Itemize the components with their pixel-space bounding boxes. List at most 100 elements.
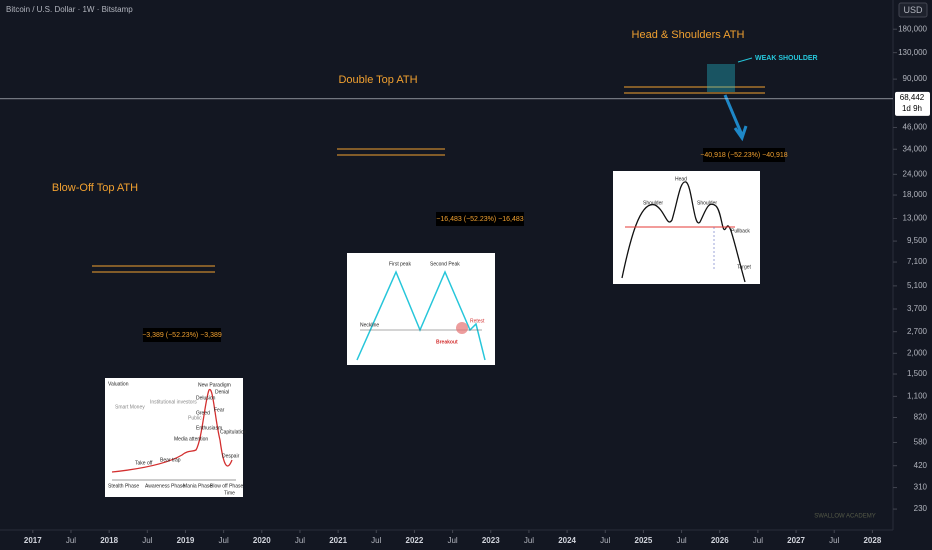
x-tick-label: Jul [600,536,610,545]
svg-text:Blow off Phase: Blow off Phase [210,483,243,489]
y-tick-label: 2,700 [907,327,928,336]
measure-box [703,148,785,162]
y-tick-label: 90,000 [903,74,928,83]
measure-label: −16,483 (−52.23%) −16,483 [436,216,523,223]
x-tick-label: 2022 [406,536,424,545]
x-tick-label: 2024 [558,536,576,545]
y-tick-label: 1,500 [907,369,928,378]
x-tick-label: 2028 [863,536,881,545]
svg-text:Mania Phase: Mania Phase [183,483,212,489]
svg-text:Shoulder: Shoulder [643,200,663,206]
pointer [737,57,753,63]
x-tick-label: Jul [676,536,686,545]
svg-text:Retest: Retest [470,318,485,324]
y-tick-label: 3,700 [907,304,928,313]
svg-text:Bear trap: Bear trap [160,457,181,463]
svg-text:Institutional investors: Institutional investors [150,399,197,405]
svg-text:Awareness Phase: Awareness Phase [145,483,185,489]
y-tick-label: 34,000 [903,144,928,153]
x-tick-label: 2020 [253,536,271,545]
svg-text:Head: Head [675,176,687,182]
weak-shoulder-box [707,64,735,92]
y-tick-label: 13,000 [903,214,928,223]
y-tick-label: 420 [914,461,928,470]
y-tick-label: 18,000 [903,190,928,199]
y-tick-label: 580 [914,438,928,447]
svg-text:First peak: First peak [389,261,411,267]
double-top-inset: First peak Second Peak Neckline Retest Bre… [347,253,495,365]
annotation: WEAK SHOULDER [755,55,818,62]
svg-text:New Paradigm: New Paradigm [198,382,231,388]
svg-text:Capitulation: Capitulation [220,429,247,435]
x-tick-label: Jul [295,536,305,545]
svg-text:Public: Public [188,415,202,421]
svg-text:Denial: Denial [215,389,229,395]
y-tick-label: 7,100 [907,257,928,266]
svg-text:Shoulder: Shoulder [697,200,717,206]
y-tick-label: 130,000 [898,48,927,57]
x-tick-label: 2019 [177,536,195,545]
y-tick-label: 9,500 [907,236,928,245]
x-tick-label: 2027 [787,536,805,545]
x-tick-label: Jul [447,536,457,545]
x-tick-label: Jul [829,536,839,545]
watermark: SWALLOW ACADEMY [814,514,875,520]
y-tick-label: 5,100 [907,281,928,290]
currency[interactable]: USD [903,5,923,15]
y-tick-label: 24,000 [903,169,928,178]
svg-text:Delusion: Delusion [196,395,216,401]
x-tick-label: Jul [371,536,381,545]
measure-label: −3,389 (−52.23%) −3,389 [142,332,222,339]
x-tick-label: Jul [142,536,152,545]
svg-text:Fear: Fear [214,407,225,413]
last-price-label: 68,442 [900,93,925,102]
x-tick-label: 2017 [24,536,42,545]
y-tick-label: 2,000 [907,348,928,357]
countdown: 1d 9h [902,104,922,113]
x-tick-label: 2025 [635,536,653,545]
measure-box [436,212,524,226]
svg-text:Target: Target [737,264,752,270]
head-shoulders-inset: Head Shoulder Shoulder Pullback Target [613,171,760,284]
svg-text:Smart Money: Smart Money [115,404,145,410]
measure-box [143,328,221,342]
header: Bitcoin / U.S. Dollar · 1W · Bitstamp [6,5,133,14]
target-arrow [723,94,748,142]
y-tick-label: 180,000 [898,24,927,33]
currency-button[interactable] [898,2,928,18]
annotation: Blow-Off Top ATH [52,182,138,194]
annotation: Head & Shoulders ATH [632,29,745,41]
x-tick-label: Jul [753,536,763,545]
cycle-inset: Valuation Smart Money Institutional inves… [105,378,247,497]
measure-label: −40,918 (−52.23%) −40,918 [700,152,787,159]
y-tick-label: 310 [914,483,928,492]
svg-text:Enthusiasm: Enthusiasm [196,425,222,431]
y-tick-label: 230 [914,504,928,513]
x-tick-label: 2026 [711,536,729,545]
last-price-box [895,91,930,116]
svg-text:Second Peak: Second Peak [430,261,460,267]
plot: 180,000 130,000 90,000 46,000 34,000 24,000 18… [24,24,928,545]
svg-text:Media attention: Media attention [174,436,208,442]
x-tick-label: Jul [219,536,229,545]
x-tick-label: 2018 [100,536,118,545]
x-tick-label: 2021 [329,536,347,545]
svg-text:Despair: Despair [222,453,240,459]
svg-text:Time: Time [224,490,235,496]
y-tick-label: 46,000 [903,123,928,132]
x-tick-label: 2023 [482,536,500,545]
svg-text:Greed: Greed [196,410,210,416]
y-tick-label: 1,100 [907,391,928,400]
annotation: Double Top ATH [338,74,417,86]
support-bands [92,86,765,273]
x-tick-label: Jul [524,536,534,545]
x-tick-label: Jul [66,536,76,545]
svg-text:Stealth Phase: Stealth Phase [108,483,139,489]
svg-text:Valuation: Valuation [108,381,129,387]
overlay: 68,442 1d 9h [0,91,930,116]
y-tick-label: 820 [914,413,928,422]
svg-text:Pullback: Pullback [731,228,750,234]
svg-text:Breakout: Breakout [436,339,458,345]
svg-text:Neckline: Neckline [360,322,379,328]
